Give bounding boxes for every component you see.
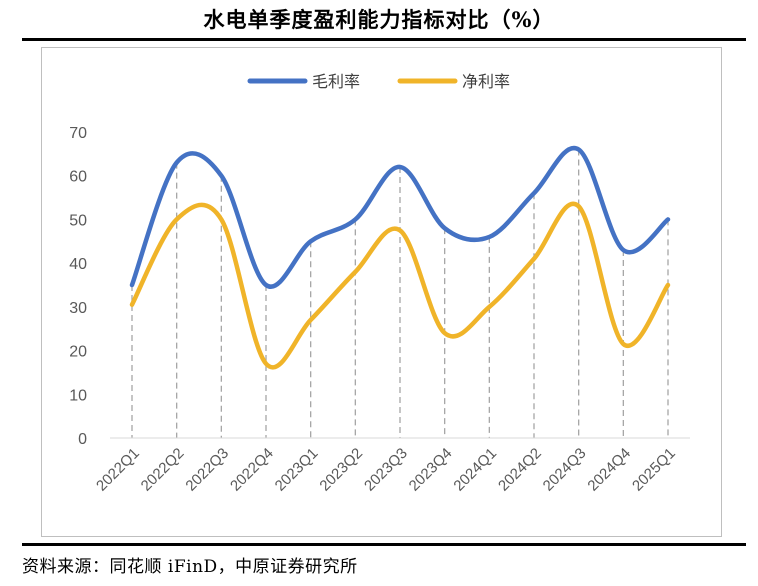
legend-label: 毛利率 <box>312 72 360 91</box>
y-tick-label: 10 <box>69 387 87 404</box>
x-tick-label: 2024Q3 <box>540 445 590 495</box>
x-tick-label: 2022Q3 <box>182 445 232 495</box>
series-line-1 <box>129 201 671 370</box>
bottom-rule <box>22 543 746 546</box>
x-tick-label: 2023Q3 <box>361 445 411 495</box>
y-tick-label: 50 <box>69 212 87 229</box>
x-tick-label: 2022Q4 <box>227 445 277 495</box>
page-title: 水电单季度盈利能力指标对比（%） <box>203 7 555 32</box>
x-tick-label: 2024Q1 <box>450 445 500 495</box>
x-tick-label: 2022Q2 <box>138 445 188 495</box>
legend: 毛利率 净利率 <box>247 72 510 91</box>
y-axis: 0 10 20 30 40 50 60 70 <box>69 125 87 448</box>
x-tick-label: 2025Q1 <box>629 445 679 495</box>
x-tick-label: 2024Q4 <box>584 445 634 495</box>
drop-lines <box>131 149 669 438</box>
source-note: 资料来源：同花顺 iFinD，中原证券研究所 <box>22 557 358 577</box>
legend-label: 净利率 <box>462 72 510 91</box>
chart-frame <box>41 47 722 537</box>
y-tick-label: 20 <box>69 344 87 361</box>
y-tick-label: 0 <box>78 431 87 448</box>
y-tick-label: 70 <box>69 125 87 142</box>
y-tick-label: 60 <box>69 169 87 186</box>
x-tick-label: 2023Q2 <box>316 445 366 495</box>
top-rule <box>22 38 746 41</box>
x-tick-label: 2022Q1 <box>93 445 143 495</box>
y-tick-label: 30 <box>69 300 87 317</box>
series-lines <box>129 145 671 370</box>
x-tick-label: 2023Q1 <box>272 445 322 495</box>
x-tick-label: 2023Q4 <box>406 445 456 495</box>
x-tick-label: 2024Q2 <box>495 445 545 495</box>
x-axis: 2022Q12022Q22022Q32022Q42023Q12023Q22023… <box>93 445 679 495</box>
series-line-0 <box>129 145 671 289</box>
y-tick-label: 40 <box>69 256 87 273</box>
